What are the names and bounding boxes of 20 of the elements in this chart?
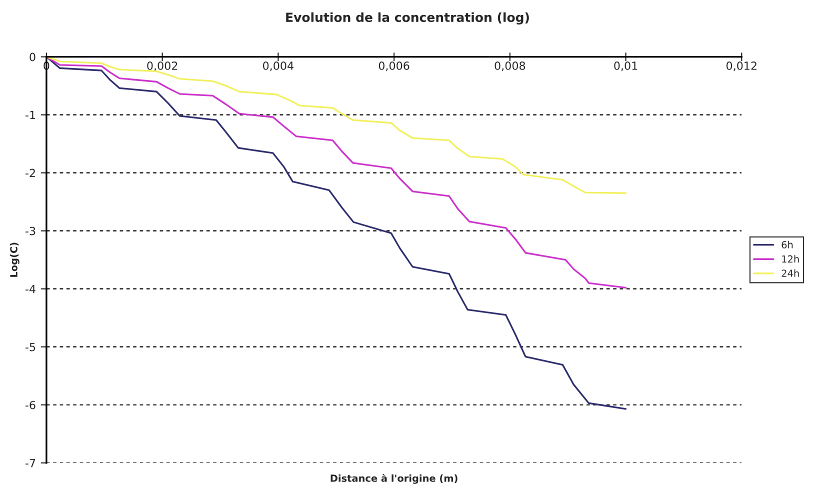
y-tick-label: -7 <box>26 459 36 468</box>
x-tick-label: 0,002 <box>147 62 178 72</box>
x-tick-label: 0,008 <box>494 62 526 72</box>
x-tick-label: 0,012 <box>726 62 756 72</box>
y-tick-label: -2 <box>26 168 35 178</box>
x-axis-title: Distance à l'origine (m) <box>330 474 458 484</box>
y-tick-label: -6 <box>26 400 36 410</box>
legend-label: 24h <box>782 269 799 277</box>
legend-label: 6h <box>782 240 793 248</box>
x-tick-label: 0,006 <box>378 62 410 72</box>
x-tick-label: 0,01 <box>614 62 638 72</box>
y-tick-label: 0 <box>30 52 36 62</box>
x-tick-label: 0,004 <box>263 62 294 72</box>
y-tick-label: -4 <box>26 284 36 294</box>
y-tick-label: -3 <box>26 226 36 236</box>
y-tick-label: -1 <box>26 110 36 120</box>
y-tick-label: -5 <box>26 342 36 352</box>
chart-title: Evolution de la concentration (log) <box>286 12 529 25</box>
y-axis-title: Log(C) <box>10 242 20 277</box>
legend-label: 12h <box>782 255 799 263</box>
